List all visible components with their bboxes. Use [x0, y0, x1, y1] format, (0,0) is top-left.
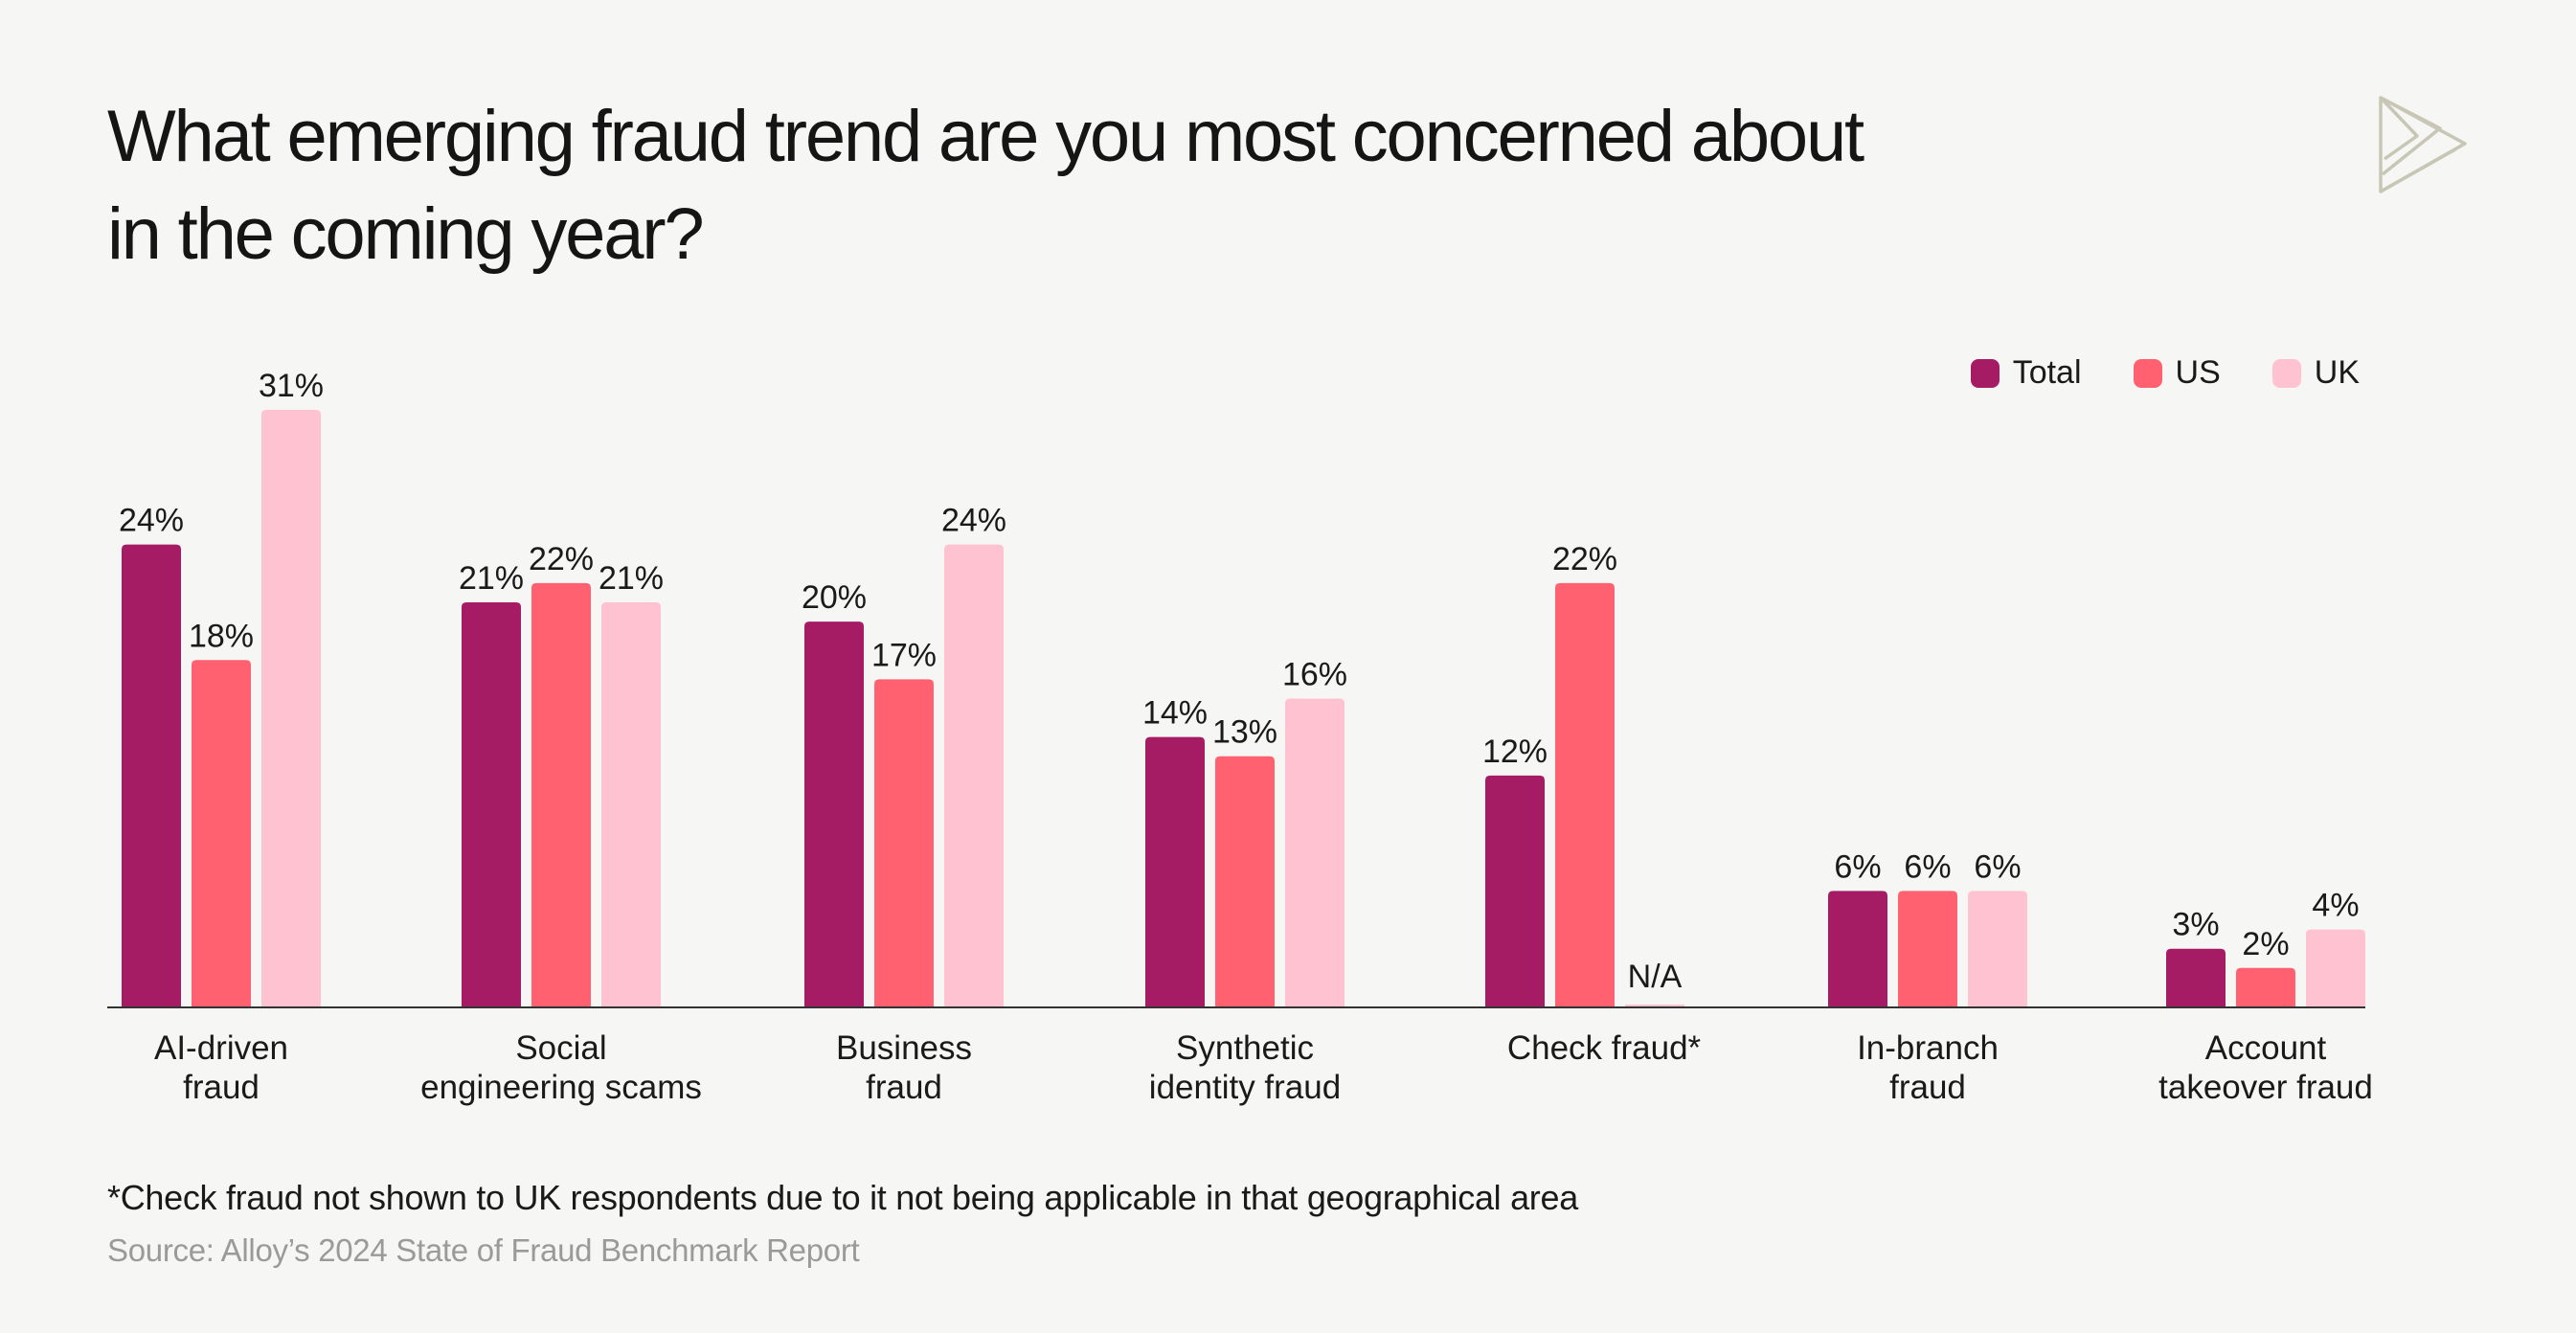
bar-uk: [601, 601, 661, 1006]
legend-item-us: US: [2133, 354, 2221, 392]
bar-total: [804, 621, 864, 1006]
bar-uk: [1968, 891, 2027, 1006]
legend-swatch: [1970, 358, 2000, 388]
category-label: engineering scams: [420, 1069, 702, 1106]
data-label: 4%: [2312, 888, 2359, 924]
category-label: Synthetic: [1176, 1029, 1314, 1067]
category-label: Account: [2205, 1029, 2327, 1067]
bar-us: [531, 582, 591, 1006]
legend-item-uk: UK: [2271, 354, 2360, 392]
bar-uk: [1285, 698, 1344, 1006]
category-label: fraud: [866, 1069, 942, 1106]
bar-us: [874, 679, 934, 1006]
data-label: N/A: [1628, 959, 1683, 995]
triangle-logo-icon: [2373, 92, 2473, 204]
legend-label: UK: [2314, 354, 2360, 391]
legend-swatch: [2271, 358, 2301, 388]
bar-total: [1145, 736, 1205, 1006]
bar-uk: [261, 410, 321, 1006]
category-label: In-branch: [1857, 1029, 1999, 1067]
data-label: 6%: [1834, 848, 1881, 885]
data-label: 21%: [599, 560, 664, 597]
legend-swatch: [2133, 358, 2162, 388]
data-label: 6%: [1904, 848, 1951, 885]
category-label: identity fraud: [1149, 1069, 1341, 1106]
category-label: Business: [836, 1029, 972, 1067]
bar-us: [1898, 891, 1957, 1006]
data-label: 16%: [1282, 656, 1347, 692]
source-note: Source: Alloy’s 2024 State of Fraud Benc…: [107, 1232, 860, 1268]
data-label: 6%: [1974, 848, 2021, 885]
data-label: 12%: [1482, 734, 1548, 770]
bar-total: [1828, 891, 1887, 1006]
bar-total: [2166, 948, 2226, 1006]
bar-us: [1215, 756, 1275, 1006]
legend-label: Total: [2012, 354, 2082, 391]
bar-us: [192, 660, 251, 1006]
data-label: 17%: [871, 637, 937, 673]
data-label: 20%: [802, 579, 867, 616]
legend-label: US: [2175, 354, 2221, 391]
data-label: 22%: [1552, 541, 1617, 577]
data-label: 3%: [2172, 907, 2219, 943]
data-label: 21%: [459, 560, 524, 597]
data-label: 31%: [259, 368, 324, 404]
chart-title: What emerging fraud trend are you most c…: [107, 96, 1864, 275]
data-label: 14%: [1142, 695, 1208, 732]
category-label: Check fraud*: [1507, 1029, 1702, 1067]
chart-legend: Total US UK: [1970, 354, 2360, 392]
data-label: 2%: [2242, 926, 2289, 962]
bar-us: [2236, 967, 2295, 1006]
category-label: AI-driven: [154, 1029, 288, 1067]
bar-total: [1485, 775, 1545, 1006]
bar-uk: [944, 544, 1004, 1006]
bar-uk: [2306, 929, 2365, 1006]
category-label: fraud: [1889, 1069, 1966, 1106]
footnote: *Check fraud not shown to UK respondents…: [107, 1178, 1578, 1217]
bar-chart: 24%18%31%AI-drivenfraud21%22%21%Socialen…: [107, 368, 2373, 1106]
category-label: takeover fraud: [2158, 1069, 2373, 1106]
bar-us: [1555, 582, 1615, 1006]
data-label: 22%: [529, 541, 594, 577]
bar-total: [122, 544, 181, 1006]
category-label: Social: [515, 1029, 606, 1067]
bar-uk-na: [1625, 1005, 1684, 1006]
data-label: 24%: [119, 503, 184, 539]
category-label: fraud: [183, 1069, 260, 1106]
data-label: 24%: [941, 503, 1006, 539]
data-label: 13%: [1212, 714, 1277, 751]
legend-item-total: Total: [1970, 354, 2082, 392]
data-label: 18%: [189, 618, 254, 654]
bar-total: [462, 601, 521, 1006]
